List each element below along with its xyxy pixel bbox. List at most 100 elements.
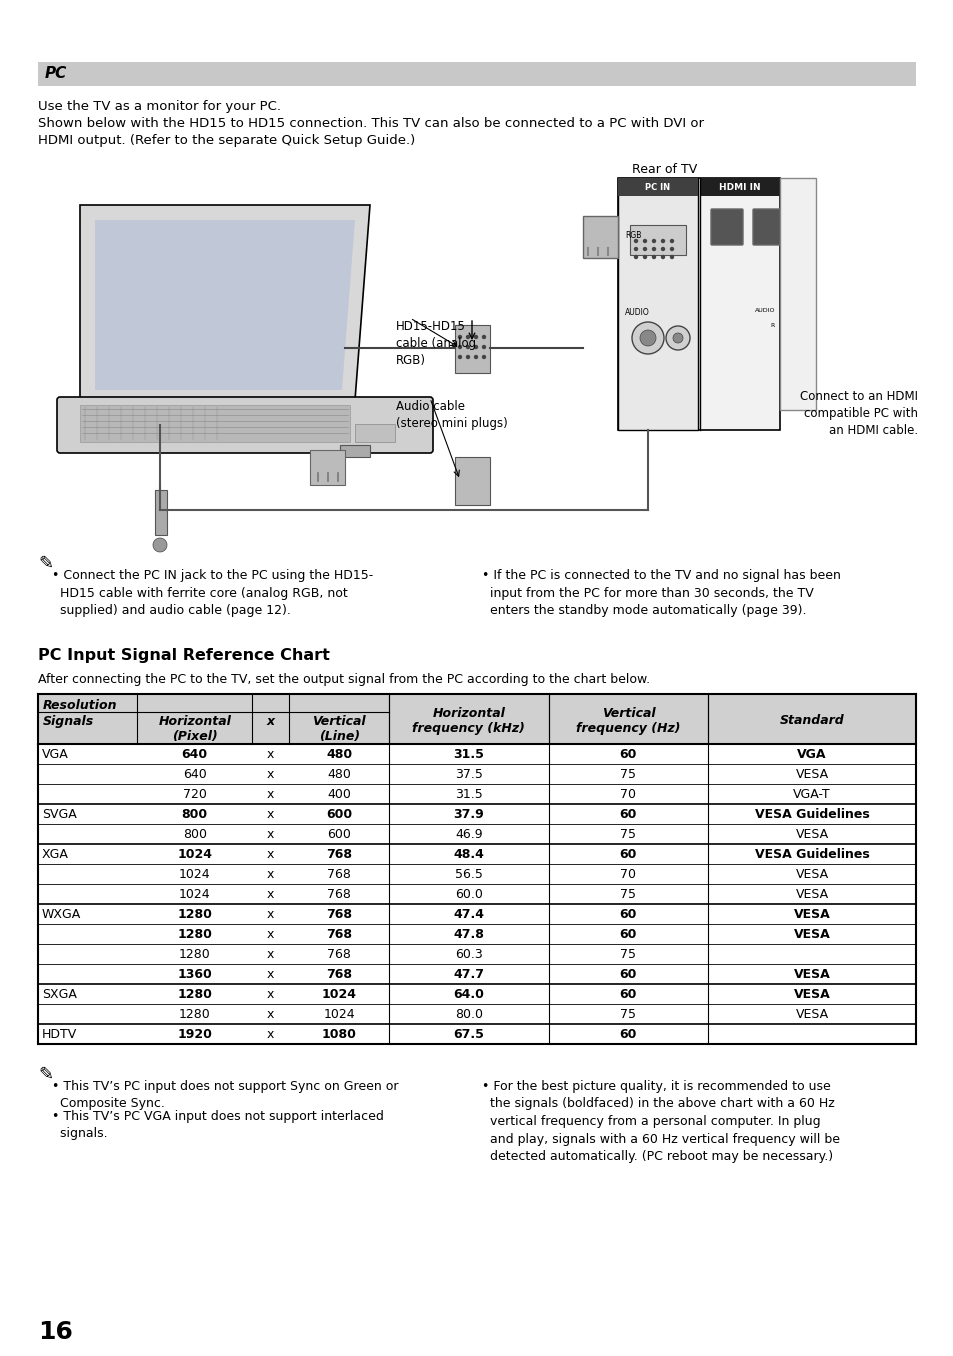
- Text: VESA Guidelines: VESA Guidelines: [754, 808, 868, 820]
- Text: x: x: [267, 987, 274, 1001]
- Text: 47.4: 47.4: [453, 907, 484, 921]
- Circle shape: [634, 240, 637, 243]
- Text: x: x: [267, 967, 274, 980]
- Text: 60: 60: [619, 1028, 637, 1040]
- Text: 70: 70: [619, 788, 636, 800]
- Text: 37.9: 37.9: [453, 808, 484, 820]
- Circle shape: [634, 248, 637, 251]
- Text: 400: 400: [327, 788, 351, 800]
- Text: Vertical
frequency (Hz): Vertical frequency (Hz): [576, 706, 679, 735]
- Bar: [455, 325, 490, 373]
- Text: Standard: Standard: [779, 715, 843, 728]
- Text: x: x: [267, 827, 274, 841]
- Text: Audio cable
(stereo mini plugs): Audio cable (stereo mini plugs): [395, 400, 507, 430]
- Text: 75: 75: [619, 827, 636, 841]
- Text: x: x: [266, 715, 274, 728]
- Circle shape: [639, 330, 656, 346]
- Bar: [38, 694, 915, 744]
- Circle shape: [643, 248, 646, 251]
- Circle shape: [474, 335, 477, 339]
- Text: PC: PC: [45, 66, 68, 81]
- Bar: [629, 225, 685, 255]
- Text: Connect to an HDMI
compatible PC with
an HDMI cable.: Connect to an HDMI compatible PC with an…: [800, 391, 917, 437]
- Text: 60: 60: [619, 967, 637, 980]
- FancyBboxPatch shape: [57, 397, 433, 453]
- Circle shape: [665, 325, 689, 350]
- Text: VGA-T: VGA-T: [792, 788, 830, 800]
- Text: AUDIO: AUDIO: [624, 308, 649, 317]
- Circle shape: [482, 346, 485, 348]
- Text: • This TV’s PC VGA input does not support interlaced
  signals.: • This TV’s PC VGA input does not suppor…: [52, 1111, 383, 1140]
- Text: 60: 60: [619, 987, 637, 1001]
- Circle shape: [670, 248, 673, 251]
- Bar: [618, 178, 780, 430]
- Text: SXGA: SXGA: [42, 987, 77, 1001]
- Circle shape: [643, 240, 646, 243]
- Text: HDMI output. (Refer to the separate Quick Setup Guide.): HDMI output. (Refer to the separate Quic…: [38, 134, 415, 146]
- Circle shape: [652, 255, 655, 259]
- Text: VESA: VESA: [793, 967, 829, 980]
- Bar: [310, 450, 345, 485]
- Text: 1920: 1920: [177, 1028, 212, 1040]
- Text: 768: 768: [326, 967, 352, 980]
- Circle shape: [786, 300, 802, 316]
- Circle shape: [634, 255, 637, 259]
- Text: 60: 60: [619, 747, 637, 761]
- Text: 60: 60: [619, 907, 637, 921]
- Text: ✎: ✎: [38, 555, 53, 574]
- Text: VESA: VESA: [793, 928, 829, 941]
- Bar: [780, 178, 815, 410]
- Text: 75: 75: [619, 767, 636, 781]
- Text: VESA: VESA: [793, 907, 829, 921]
- Bar: [80, 405, 350, 442]
- Circle shape: [660, 255, 664, 259]
- Text: SVGA: SVGA: [42, 808, 76, 820]
- Text: 75: 75: [619, 887, 636, 900]
- Text: VESA: VESA: [795, 868, 828, 880]
- Text: 56.5: 56.5: [455, 868, 482, 880]
- Text: HDMI IN: HDMI IN: [719, 183, 760, 191]
- Text: x: x: [267, 907, 274, 921]
- Circle shape: [466, 335, 469, 339]
- Text: 1024: 1024: [323, 1008, 355, 1021]
- Text: x: x: [267, 868, 274, 880]
- Text: RGB: RGB: [624, 231, 640, 240]
- Text: x: x: [267, 767, 274, 781]
- Text: • For the best picture quality, it is recommended to use
  the signals (boldface: • For the best picture quality, it is re…: [481, 1079, 840, 1163]
- Circle shape: [466, 346, 469, 348]
- Circle shape: [631, 321, 663, 354]
- Text: ✎: ✎: [38, 1066, 53, 1083]
- FancyBboxPatch shape: [752, 209, 784, 245]
- Text: 75: 75: [619, 1008, 636, 1021]
- Text: 720: 720: [183, 788, 207, 800]
- Circle shape: [670, 255, 673, 259]
- Text: After connecting the PC to the TV, set the output signal from the PC according t: After connecting the PC to the TV, set t…: [38, 673, 649, 686]
- Text: 31.5: 31.5: [453, 747, 484, 761]
- Text: Vertical
(Line): Vertical (Line): [312, 715, 366, 743]
- Text: 1080: 1080: [321, 1028, 356, 1040]
- Circle shape: [660, 240, 664, 243]
- Text: • Connect the PC IN jack to the PC using the HD15-
  HD15 cable with ferrite cor: • Connect the PC IN jack to the PC using…: [52, 570, 373, 617]
- Bar: [355, 424, 395, 442]
- Text: 768: 768: [326, 848, 352, 861]
- Text: x: x: [267, 788, 274, 800]
- Text: 1024: 1024: [179, 887, 211, 900]
- Text: 600: 600: [327, 827, 351, 841]
- Circle shape: [643, 255, 646, 259]
- Text: x: x: [267, 887, 274, 900]
- Text: 67.5: 67.5: [453, 1028, 484, 1040]
- Circle shape: [791, 330, 798, 336]
- Text: 37.5: 37.5: [455, 767, 482, 781]
- Circle shape: [474, 346, 477, 348]
- Circle shape: [660, 248, 664, 251]
- Text: Resolution: Resolution: [43, 698, 117, 712]
- Bar: [582, 216, 618, 258]
- Text: 768: 768: [327, 948, 351, 960]
- Circle shape: [482, 335, 485, 339]
- Text: • This TV’s PC input does not support Sync on Green or
  Composite Sync.: • This TV’s PC input does not support Sy…: [52, 1079, 398, 1111]
- Circle shape: [466, 355, 469, 358]
- Text: Rear of TV: Rear of TV: [631, 163, 697, 176]
- Text: 600: 600: [326, 808, 352, 820]
- Text: 60: 60: [619, 848, 637, 861]
- Text: 47.7: 47.7: [453, 967, 484, 980]
